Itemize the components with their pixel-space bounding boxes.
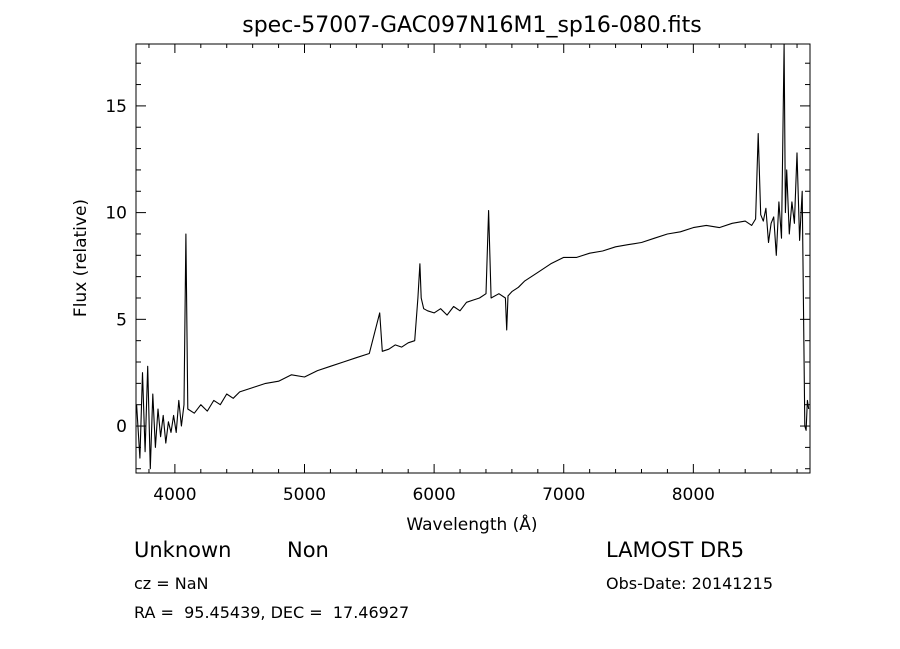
- object-class-label: Unknown: [134, 538, 232, 562]
- redshift-label: cz = NaN: [134, 574, 209, 593]
- x-tick-label: 5000: [283, 485, 326, 505]
- subclass-label: Non: [287, 538, 329, 562]
- y-tick-label: 0: [116, 417, 127, 437]
- x-tick-label: 6000: [412, 485, 455, 505]
- x-tick-label: 7000: [542, 485, 585, 505]
- spectrum-line: [136, 43, 810, 470]
- x-tick-label: 4000: [153, 485, 196, 505]
- obs-date-label: Obs-Date: 20141215: [606, 574, 774, 593]
- y-axis-label: Flux (relative): [71, 199, 91, 317]
- survey-label: LAMOST DR5: [606, 538, 745, 562]
- chart-title: spec-57007-GAC097N16M1_sp16-080.fits: [242, 13, 702, 38]
- y-tick-label: 5: [116, 310, 127, 330]
- y-axis: 0 5 10 15: [105, 62, 810, 470]
- plot-frame: [135, 43, 811, 474]
- y-tick-label: 15: [105, 97, 127, 117]
- y-tick-label: 10: [105, 204, 127, 224]
- x-axis-label: Wavelength (Å): [406, 513, 537, 535]
- x-tick-label: 8000: [672, 485, 715, 505]
- coordinates-label: RA = 95.45439, DEC = 17.46927: [134, 603, 410, 622]
- x-axis: 4000 5000 6000 7000 8000: [148, 44, 798, 505]
